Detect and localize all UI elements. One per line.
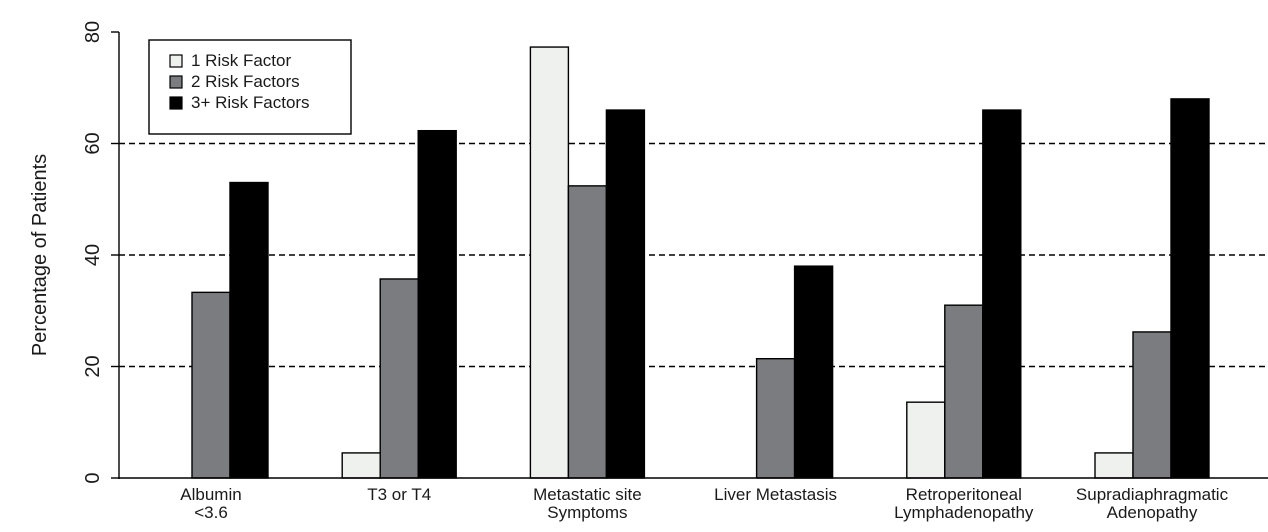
bar-2-risk-factors-2	[567, 185, 608, 479]
y-tick-label-80: 80	[82, 21, 104, 43]
legend-label-2: 3+ Risk Factors	[191, 93, 310, 112]
legend-swatch-1	[169, 75, 183, 89]
bar-2-risk-factors-4	[944, 304, 984, 479]
bar-3-risk-factors-0	[229, 181, 269, 479]
bar-3-risk-factors-1	[417, 129, 457, 479]
category-label-5-1: Adenopathy	[1107, 503, 1198, 522]
bar-2-risk-factors-1	[379, 278, 419, 479]
category-label-2-1: Symptoms	[547, 503, 627, 522]
bar-1-risk-factor-2	[529, 46, 570, 479]
category-label-5-0: Supradiaphragmatic	[1076, 485, 1229, 504]
bar-1-risk-factor-4	[906, 401, 946, 479]
bar-2-risk-factors-5	[1132, 331, 1172, 479]
bar-3-risk-factors-3	[793, 265, 834, 479]
category-label-4-0: Retroperitoneal	[906, 485, 1022, 504]
category-label-0-1: <3.6	[194, 503, 228, 522]
bar-3-risk-factors-5	[1170, 98, 1210, 479]
legend-swatch-0	[169, 54, 183, 68]
bar-2-risk-factors-3	[755, 357, 796, 479]
y-tick-label-60: 60	[82, 132, 104, 154]
labels: 0 20 40 60 80 Percentage of Patients Albumin<3…	[29, 21, 1229, 522]
category-label-3-0: Liver Metastasis	[714, 485, 837, 504]
legend-swatch-2	[169, 96, 183, 110]
y-axis-title: Percentage of Patients	[29, 154, 51, 356]
category-label-2-0: Metastatic site	[533, 485, 642, 504]
grid-lines	[119, 142, 1268, 368]
y-tick-label-40: 40	[82, 244, 104, 266]
legend-box	[148, 39, 352, 135]
axes	[111, 31, 1268, 479]
bar-3-risk-factors-4	[982, 109, 1022, 479]
legend: 1 Risk Factor 2 Risk Factors 3+ Risk Facto…	[148, 39, 352, 135]
y-tick-label-0: 0	[82, 472, 104, 483]
y-tick-label-20: 20	[82, 355, 104, 377]
category-label-4-1: Lymphadenopathy	[894, 503, 1034, 522]
bar-1-risk-factor-1	[341, 452, 381, 479]
bar-2-risk-factors-0	[191, 291, 231, 479]
bar-3-risk-factors-2	[605, 109, 646, 479]
bar-1-risk-factor-5	[1094, 452, 1134, 479]
legend-label-0: 1 Risk Factor	[191, 51, 291, 70]
category-label-1-0: T3 or T4	[367, 485, 431, 504]
legend-label-1: 2 Risk Factors	[191, 72, 300, 91]
category-label-0-0: Albumin	[180, 485, 241, 504]
bars	[191, 46, 1210, 479]
